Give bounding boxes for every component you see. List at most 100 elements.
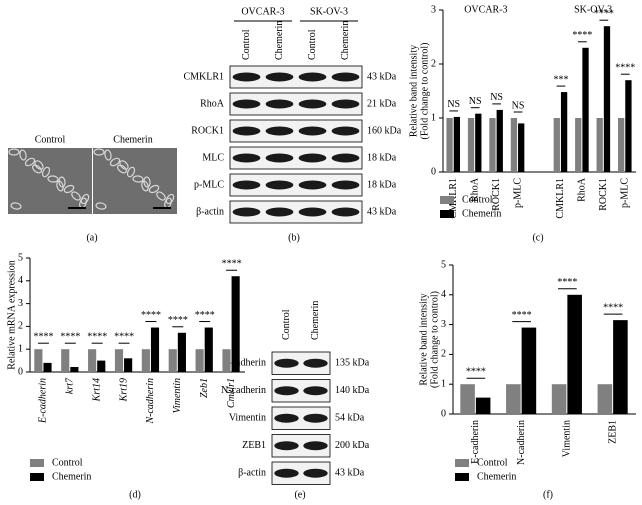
bar (475, 397, 491, 414)
row-label: N-cadherin (221, 385, 266, 396)
blot-strip (229, 173, 363, 197)
group-label: SK-OV-3 (574, 4, 612, 15)
band (331, 72, 360, 82)
legend-swatch (30, 459, 44, 467)
sig-label: **** (141, 310, 161, 321)
bar (34, 349, 43, 372)
cell (80, 193, 90, 205)
bar (43, 362, 52, 372)
panel-label: (d) (129, 489, 141, 500)
bar (567, 294, 582, 414)
y-tick-label: 5 (441, 259, 446, 270)
band (265, 180, 294, 190)
legend-swatch (455, 473, 469, 481)
cell (24, 157, 36, 167)
size-label: 18 kDa (367, 179, 397, 190)
lane-label: Chemerin (274, 21, 285, 60)
x-tick-label: CMKLR1 (555, 178, 566, 219)
sig-label: **** (168, 315, 188, 326)
x-tick-label: ZEB1 (607, 420, 618, 444)
band (265, 99, 294, 109)
y-axis-label: (Fold change to control) (419, 43, 430, 140)
y-tick-label: 4 (441, 289, 446, 300)
blot-strip (229, 200, 363, 224)
band (298, 207, 327, 217)
x-tick-label: Krt19 (118, 378, 129, 402)
size-label: 200 kDa (335, 440, 370, 451)
blot-group: SK-OV-3 (310, 6, 348, 17)
row-label: MLC (202, 152, 224, 163)
band (303, 468, 328, 478)
cell (143, 176, 151, 188)
sig-label: **** (114, 331, 134, 342)
cell (117, 164, 127, 174)
bar (177, 332, 186, 372)
bar (521, 327, 537, 414)
lane-label: Control (281, 309, 292, 340)
sig-label: **** (512, 310, 532, 321)
y-tick-label: 0 (18, 366, 23, 377)
x-tick-label: RhoA (577, 177, 588, 202)
size-label: 135 kDa (335, 358, 370, 369)
cell (156, 191, 166, 201)
cell (32, 164, 42, 174)
bar (553, 118, 560, 172)
y-tick-label: 4 (18, 275, 23, 286)
lane-label: Control (307, 29, 318, 60)
size-label: 43 kDa (367, 71, 397, 82)
y-tick-label: 0 (431, 166, 436, 177)
cell (148, 184, 160, 194)
sig-label: **** (557, 277, 577, 288)
bar (603, 26, 611, 173)
band (331, 207, 360, 217)
cell (165, 193, 175, 205)
row-label: CMKLR1 (183, 71, 224, 82)
sig-label: **** (603, 302, 623, 313)
row-label: Vimentin (229, 413, 266, 424)
sig-label: **** (594, 8, 614, 19)
cell (95, 202, 107, 210)
band (232, 153, 261, 163)
y-tick-label: 3 (18, 298, 23, 309)
legend-swatch (455, 459, 469, 467)
blot-strip (271, 351, 331, 375)
blot-strip (229, 146, 363, 170)
bar (446, 118, 453, 172)
legend-label: Control (477, 457, 508, 468)
band (274, 386, 299, 396)
lane-label: Chemerin (310, 301, 321, 340)
cell (126, 166, 136, 178)
bar (231, 276, 240, 372)
band (298, 99, 327, 109)
bar (575, 118, 582, 172)
x-tick-label: Vimentin (172, 378, 183, 413)
legend-swatch (440, 196, 454, 204)
cell (41, 166, 51, 178)
sig-label: *** (553, 74, 568, 85)
legend-label: Control (462, 194, 493, 205)
band (265, 153, 294, 163)
bar (124, 358, 133, 372)
bar (222, 349, 231, 372)
legend-label: Chemerin (462, 208, 501, 219)
bar (453, 116, 461, 172)
sig-label: **** (466, 366, 486, 377)
y-tick-label: 3 (431, 4, 436, 15)
size-label: 54 kDa (335, 413, 365, 424)
y-tick-label: 1 (18, 343, 23, 354)
y-tick-label: 2 (431, 58, 436, 69)
bar (489, 118, 496, 172)
bar (168, 349, 177, 372)
blot-strip (229, 119, 363, 143)
band (303, 413, 328, 423)
row-label: β-actin (238, 468, 266, 479)
x-tick-label: Cmklr1 (226, 378, 237, 408)
blot-strip (229, 65, 363, 89)
x-tick-label: E-cadherin (470, 420, 481, 464)
y-tick-label: 3 (441, 319, 446, 330)
x-tick-label: E-cadherin (38, 378, 49, 424)
bar (114, 349, 124, 372)
sig-label: **** (222, 259, 242, 270)
panel-label: (e) (294, 489, 305, 500)
bar (596, 118, 603, 172)
